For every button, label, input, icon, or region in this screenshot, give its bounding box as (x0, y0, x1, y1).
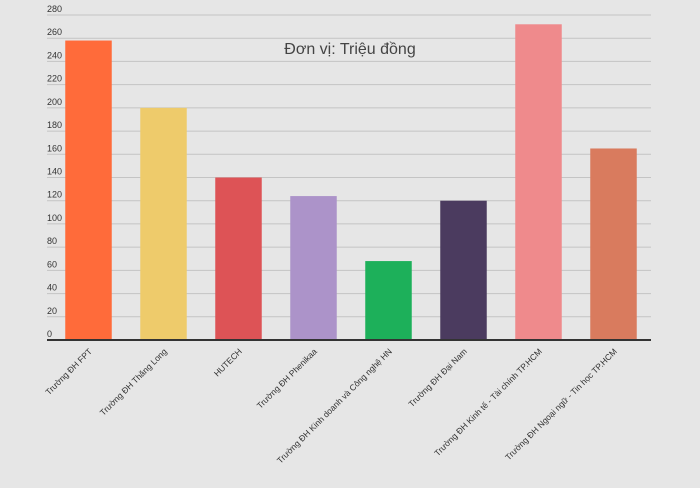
y-tick-label: 120 (47, 190, 62, 200)
bars (65, 24, 637, 341)
bar (290, 196, 337, 340)
y-tick-label: 260 (47, 27, 62, 37)
bar (365, 261, 412, 340)
bar (440, 200, 487, 340)
y-tick-label: 280 (47, 4, 62, 14)
y-tick-label: 40 (47, 283, 57, 293)
y-axis-ticks: 0 20 40 60 80 100 120 140 160 180 200 220 240 260 280 (47, 4, 62, 339)
y-tick-label: 160 (47, 143, 62, 153)
y-tick-label: 20 (47, 306, 57, 316)
y-tick-label: 100 (47, 213, 62, 223)
y-tick-label: 0 (47, 329, 52, 339)
bar (590, 148, 637, 340)
bar (215, 177, 262, 340)
y-tick-label: 180 (47, 120, 62, 130)
x-tick-label: Trường ĐH Thăng Long (98, 346, 169, 417)
x-tick-label: Trường ĐH Phenikaa (255, 346, 319, 410)
chart-title: Đơn vị: Triệu đồng (284, 41, 415, 58)
bar (65, 40, 112, 341)
y-tick-label: 240 (47, 50, 62, 60)
x-axis-labels: Trường ĐH FPT Trường ĐH Thăng Long HUTECH T… (43, 346, 619, 465)
y-tick-label: 80 (47, 236, 57, 246)
y-tick-label: 200 (47, 97, 62, 107)
y-tick-label: 140 (47, 167, 62, 177)
bar (140, 107, 187, 340)
x-tick-label: Trường ĐH Đại Nam (406, 346, 469, 409)
x-tick-label: Trường ĐH FPT (43, 346, 94, 397)
y-tick-label: 220 (47, 74, 62, 84)
y-tick-label: 60 (47, 259, 57, 269)
x-tick-label: HUTECH (212, 346, 244, 378)
bar (515, 24, 562, 341)
